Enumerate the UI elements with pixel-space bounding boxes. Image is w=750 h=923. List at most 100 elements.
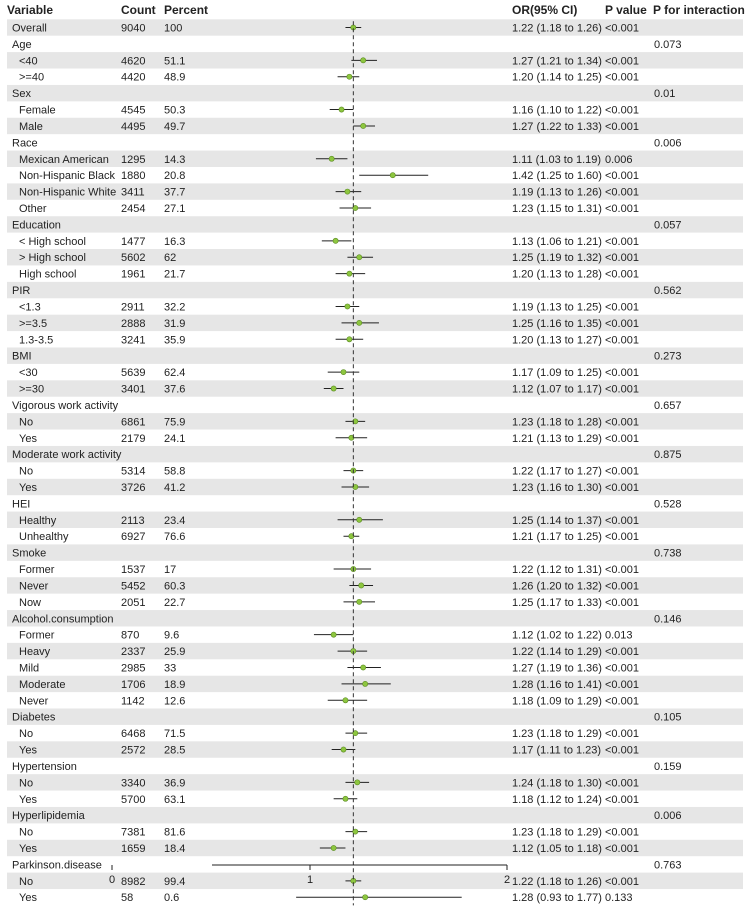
or-ci-cell: 1.21 (1.13 to 1.29): [512, 433, 602, 445]
header-or: OR(95% CI): [512, 3, 577, 17]
percent-cell: 62.4: [164, 367, 185, 379]
count-cell: 1477: [121, 236, 145, 248]
or-ci-cell: 1.23 (1.18 to 1.29): [512, 827, 602, 839]
percent-cell: 12.6: [164, 695, 185, 707]
or-ci-cell: 1.20 (1.13 to 1.27): [512, 334, 602, 346]
group-label: Age: [12, 39, 32, 51]
subgroup-label: Heavy: [19, 646, 51, 658]
p-value-cell: 0.013: [605, 630, 633, 642]
or-point: [338, 106, 345, 113]
subgroup-label: > High school: [19, 252, 86, 264]
or-ci-cell: 1.27 (1.19 to 1.36): [512, 662, 602, 674]
p-value-cell: <0.001: [605, 236, 639, 248]
subgroup-label: Yes: [19, 433, 37, 445]
count-cell: 4495: [121, 121, 145, 133]
or-ci-cell: 1.18 (1.09 to 1.29): [512, 695, 602, 707]
or-point: [346, 270, 353, 277]
p-interaction-cell: 0.657: [654, 400, 682, 412]
or-point: [352, 205, 359, 211]
or-ci-cell: 1.25 (1.17 to 1.33): [512, 597, 602, 609]
or-point: [344, 303, 351, 310]
group-label: Hyperlipidemia: [12, 810, 86, 822]
count-cell: 7381: [121, 827, 145, 839]
p-value-cell: <0.001: [605, 646, 639, 658]
row-shading: [7, 806, 743, 824]
or-point: [360, 123, 367, 129]
p-value-cell: <0.001: [605, 187, 639, 199]
percent-cell: 16.3: [164, 236, 185, 248]
percent-cell: 14.3: [164, 154, 185, 166]
percent-cell: 58.8: [164, 466, 185, 478]
percent-cell: 20.8: [164, 170, 185, 182]
row-shading: [7, 347, 743, 364]
percent-cell: 17: [164, 564, 176, 576]
count-cell: 5639: [121, 367, 145, 379]
group-label: Sex: [12, 88, 31, 100]
or-ci-cell: 1.13 (1.06 to 1.21): [512, 236, 602, 248]
row-shading: [7, 872, 743, 890]
or-ci-cell: 1.25 (1.19 to 1.32): [512, 252, 602, 264]
count-cell: 2337: [121, 646, 145, 658]
count-cell: 3241: [121, 334, 145, 346]
percent-cell: 71.5: [164, 728, 185, 740]
or-ci-cell: 1.23 (1.18 to 1.29): [512, 728, 602, 740]
subgroup-label: No: [19, 876, 33, 888]
count-cell: 2572: [121, 745, 145, 757]
p-value-cell: <0.001: [605, 203, 639, 215]
p-value-cell: <0.001: [605, 580, 639, 592]
x-tick-label: 1: [307, 874, 313, 886]
p-value-cell: <0.001: [605, 121, 639, 133]
percent-cell: 50.3: [164, 105, 185, 117]
subgroup-label: No: [19, 777, 33, 789]
percent-cell: 100: [164, 23, 182, 35]
p-interaction-cell: 0.006: [654, 137, 682, 149]
count-cell: 3726: [121, 482, 145, 494]
group-label: Moderate work activity: [12, 449, 122, 461]
header-p-interaction: P for interaction: [653, 3, 745, 17]
row-shading: [7, 708, 743, 725]
count-cell: 5314: [121, 466, 145, 478]
p-value-cell: <0.001: [605, 318, 639, 330]
row-shading: [7, 478, 743, 496]
or-point: [332, 237, 339, 244]
table-header: Variable Count Percent OR(95% CI) P valu…: [7, 3, 745, 17]
count-cell: 2179: [121, 433, 145, 445]
percent-cell: 9.6: [164, 630, 179, 642]
p-value-cell: <0.001: [605, 170, 639, 182]
x-axis: 0 1 2: [109, 864, 510, 886]
or-point: [344, 188, 351, 195]
count-cell: 6861: [121, 416, 145, 428]
or-point: [358, 582, 365, 589]
percent-cell: 35.9: [164, 334, 185, 346]
or-ci-cell: 1.27 (1.21 to 1.34): [512, 55, 602, 67]
x-tick-label: 2: [504, 874, 510, 886]
or-point: [360, 664, 367, 671]
percent-cell: 33: [164, 662, 176, 674]
p-interaction-cell: 0.738: [654, 548, 682, 560]
count-cell: 1659: [121, 843, 145, 855]
p-value-cell: <0.001: [605, 384, 639, 396]
subgroup-label: <30: [19, 367, 38, 379]
count-cell: 1295: [121, 154, 145, 166]
subgroup-label: Yes: [19, 843, 37, 855]
or-ci-cell: 1.12 (1.07 to 1.17): [512, 384, 602, 396]
count-cell: 2888: [121, 318, 145, 330]
or-ci-cell: 1.22 (1.17 to 1.27): [512, 466, 602, 478]
or-ci-cell: 1.22 (1.14 to 1.29): [512, 646, 602, 658]
row-shading: [7, 183, 743, 200]
subgroup-label: Mild: [19, 662, 39, 674]
percent-cell: 18.4: [164, 843, 185, 855]
p-interaction-cell: 0.006: [654, 810, 682, 822]
subgroup-label: Yes: [19, 482, 37, 494]
or-point: [389, 172, 396, 179]
percent-cell: 28.5: [164, 745, 185, 757]
subgroup-label: Non-Hispanic Black: [19, 170, 115, 182]
or-ci-cell: 1.18 (1.12 to 1.24): [512, 794, 602, 806]
count-cell: 1537: [121, 564, 145, 576]
or-point: [330, 631, 337, 638]
or-ci-cell: 1.21 (1.17 to 1.25): [512, 531, 602, 543]
row-shading: [7, 281, 743, 299]
percent-cell: 76.6: [164, 531, 185, 543]
group-label: Overall: [12, 23, 47, 35]
count-cell: 8982: [121, 876, 145, 888]
